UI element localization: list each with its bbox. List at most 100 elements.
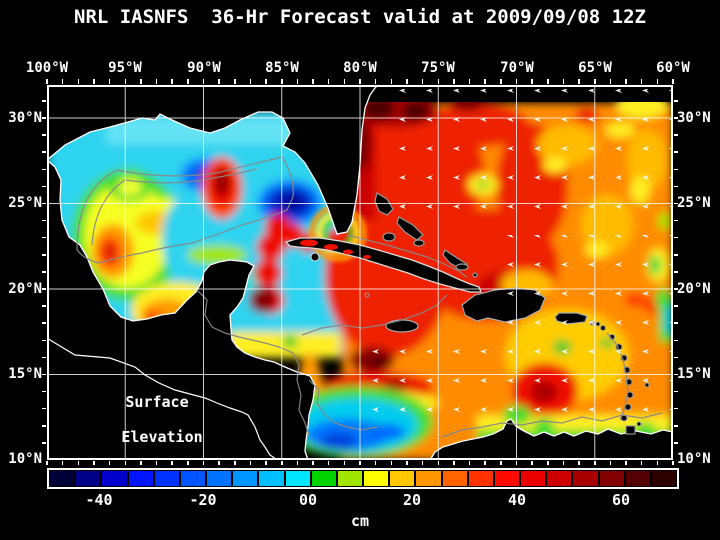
axis-tick [578, 461, 580, 465]
coastline-us-florida [47, 85, 379, 235]
lon-label-75w: 75°W [421, 60, 455, 76]
axis-tick [124, 461, 126, 465]
colorbar-segment [102, 471, 127, 486]
axis-tick [484, 461, 486, 465]
axis-tick [562, 461, 565, 465]
axis-tick [42, 254, 46, 256]
axis-tick [674, 407, 678, 410]
lat-label-right-15n: 15°N [677, 366, 711, 382]
axis-tick [140, 79, 142, 84]
lon-label-80w: 80°W [343, 60, 377, 76]
axis-tick [124, 79, 126, 84]
axis-tick [674, 305, 678, 307]
axis-tick [281, 79, 283, 84]
axis-tick [42, 271, 46, 273]
island-jamaica [385, 319, 419, 333]
colorbar-segment [285, 471, 310, 486]
lat-label-right-25n: 25°N [677, 195, 711, 211]
axis-tick [312, 79, 314, 84]
colorbar-segment [337, 471, 363, 486]
axis-tick [674, 100, 678, 102]
axis-tick [674, 271, 678, 273]
lon-label-95w: 95°W [108, 60, 142, 76]
axis-tick [437, 79, 439, 84]
axis-tick [531, 79, 533, 84]
island-cayman [364, 292, 370, 298]
overlay-label-surface: Surface [125, 393, 189, 411]
colorbar-segment [390, 471, 415, 486]
colorbar-segment [521, 471, 546, 486]
axis-tick [249, 79, 252, 84]
axis-tick [218, 461, 220, 465]
axis-tick [155, 79, 158, 84]
colorbar-segment [599, 471, 624, 486]
axis-tick [531, 461, 533, 465]
lat-label-left-30n: 30°N [8, 110, 42, 126]
axis-tick [674, 288, 678, 290]
axis-tick [42, 151, 46, 153]
axis-tick [674, 168, 678, 171]
colorbar-segment [311, 471, 336, 486]
colorbar-tick-00: 00 [298, 491, 318, 509]
lon-label-100w: 100°W [25, 60, 69, 76]
axis-tick [46, 461, 48, 465]
axis-tick [674, 356, 678, 359]
coastline-pacific [47, 337, 284, 460]
colorbar-segment [547, 471, 572, 486]
axis-tick [609, 79, 612, 84]
axis-tick [640, 461, 643, 465]
axis-tick [625, 79, 627, 84]
axis-tick [374, 461, 377, 465]
axis-tick [547, 461, 549, 465]
axis-tick [672, 461, 674, 465]
axis-tick [374, 79, 377, 84]
axis-tick [265, 461, 267, 465]
axis-tick [155, 461, 158, 465]
axis-tick [515, 79, 518, 84]
colorbar-segment [416, 471, 441, 486]
axis-tick [42, 168, 46, 171]
lat-label-right-10n: 10°N [677, 451, 711, 467]
lat-label-right-30n: 30°N [677, 110, 711, 126]
axis-tick [594, 461, 596, 465]
colorbar-segment [50, 471, 75, 486]
axis-tick [108, 79, 111, 84]
axis-tick [202, 79, 205, 84]
colorbar-segment [625, 471, 650, 486]
axis-tick [500, 79, 502, 84]
axis-tick [500, 461, 502, 465]
axis-tick [77, 79, 80, 84]
lon-label-60w: 60°W [656, 60, 690, 76]
axis-tick [93, 79, 95, 84]
axis-tick [674, 185, 678, 188]
axis-tick [42, 305, 46, 307]
axis-tick [437, 461, 439, 465]
axis-tick [249, 461, 252, 465]
axis-tick [327, 461, 330, 465]
axis-tick [578, 79, 580, 84]
axis-tick [93, 461, 95, 465]
axis-tick [421, 461, 424, 465]
colorbar-segment [494, 471, 520, 486]
axis-tick [42, 373, 46, 376]
colorbar-tick-40: 40 [507, 491, 527, 509]
colorbar-segment [651, 471, 677, 486]
axis-tick [609, 461, 612, 465]
axis-tick [390, 461, 393, 465]
axis-tick [61, 461, 64, 465]
axis-tick [674, 442, 678, 444]
island-cuba [284, 237, 482, 293]
axis-tick [406, 461, 408, 465]
axis-tick [187, 79, 189, 84]
axis-tick [656, 79, 659, 84]
axis-tick [674, 219, 678, 222]
axis-tick [453, 461, 455, 465]
axis-tick [42, 202, 46, 205]
lat-label-left-25n: 25°N [8, 195, 42, 211]
colorbar-tick--40: -40 [85, 491, 113, 509]
colorbar-tick--20: -20 [189, 491, 217, 509]
axis-tick [42, 117, 46, 119]
axis-tick [674, 151, 678, 153]
axis-tick [674, 117, 678, 119]
